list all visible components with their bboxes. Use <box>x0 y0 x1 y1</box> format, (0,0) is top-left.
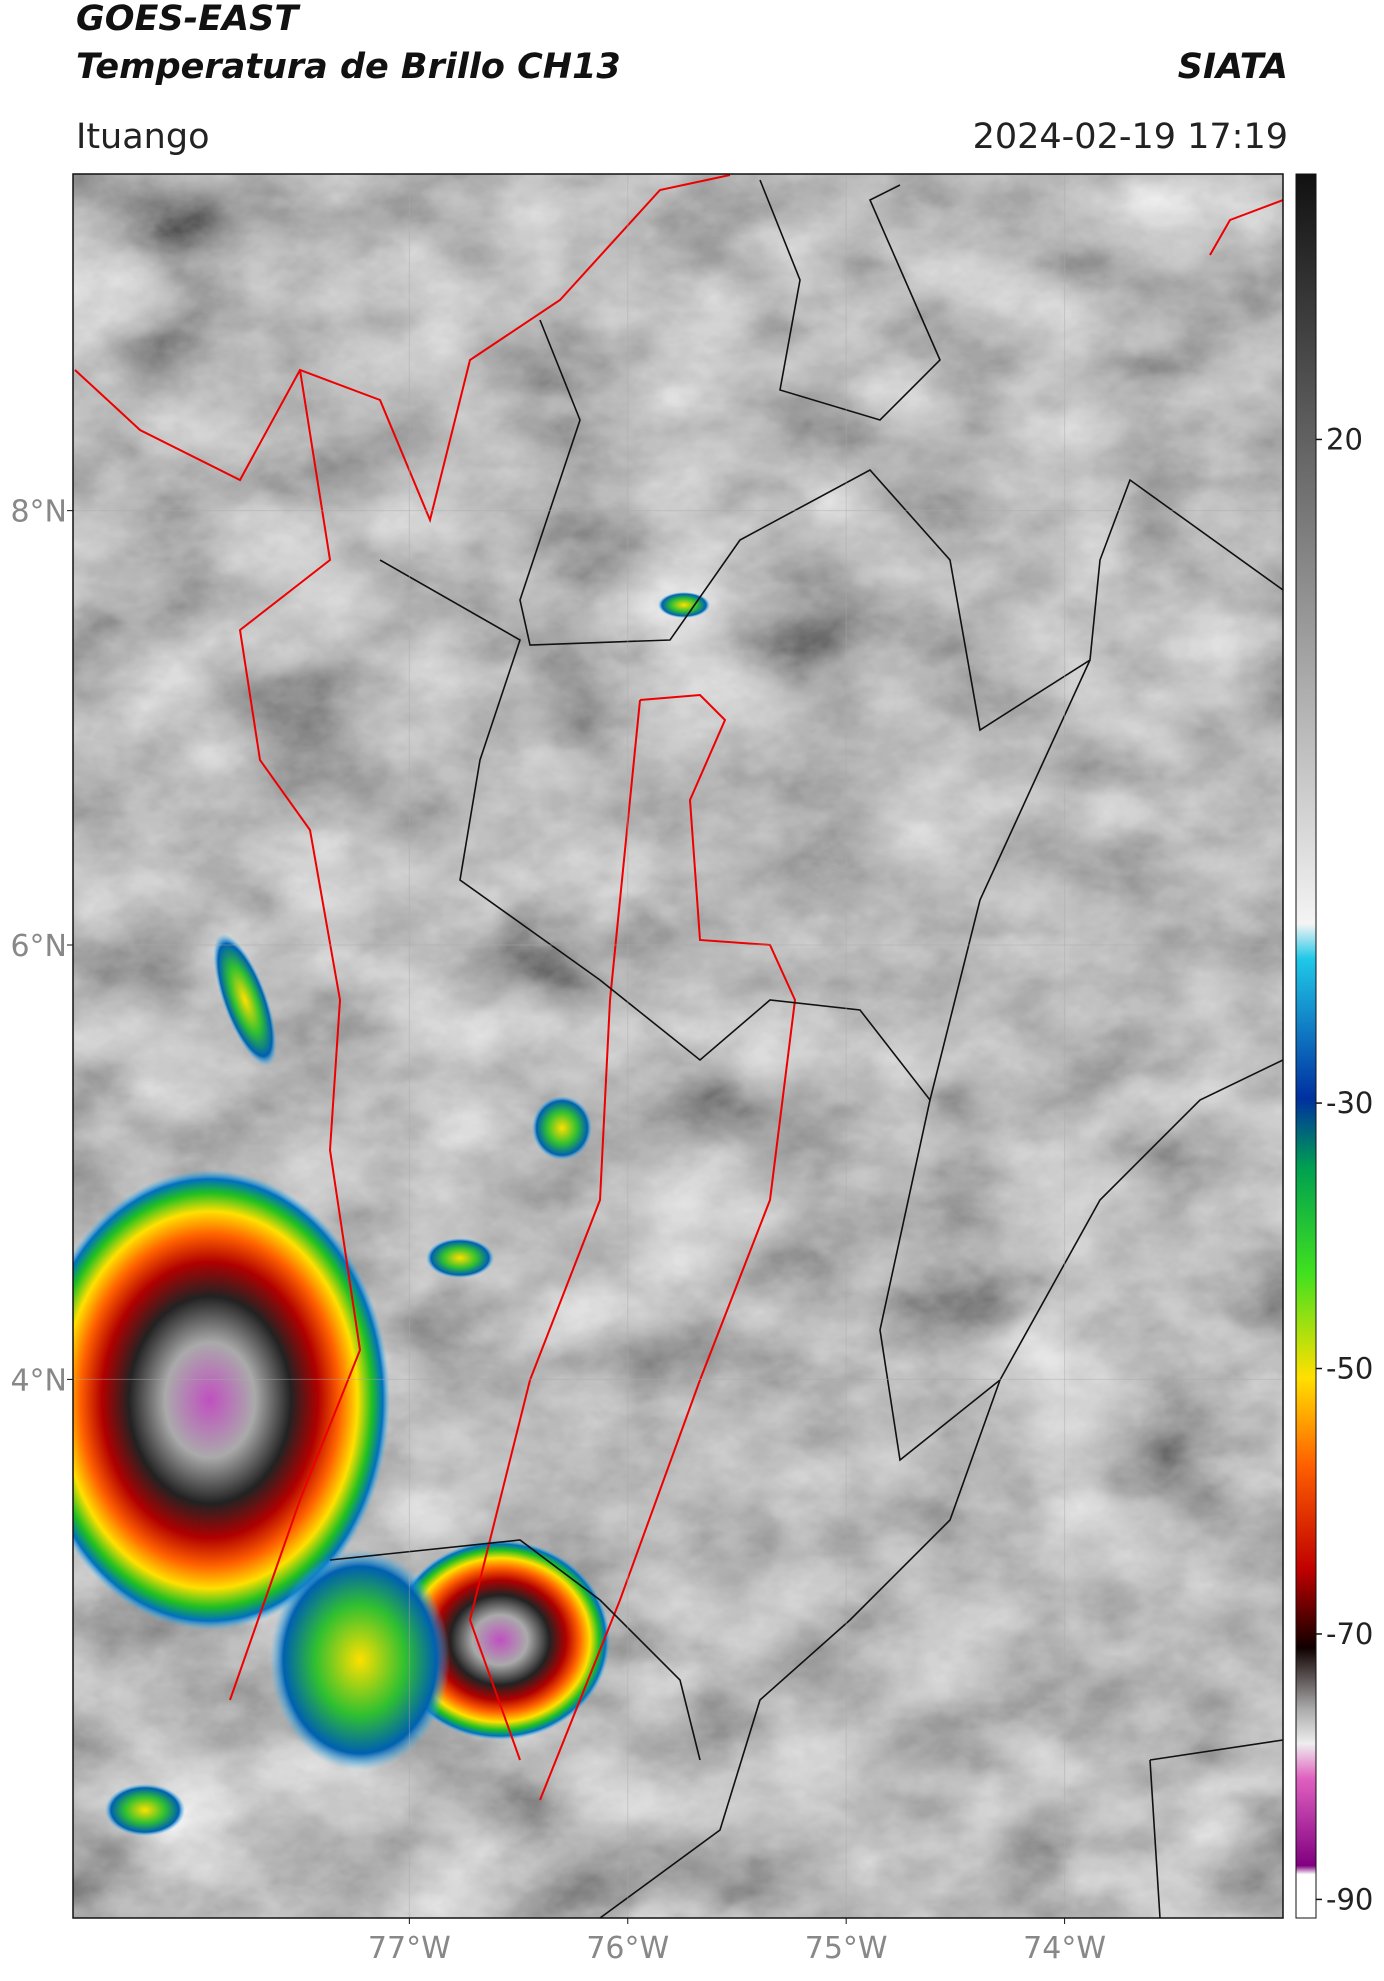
colorbar-tick-label: -30 <box>1326 1086 1373 1120</box>
lat-tick-label: 8°N <box>10 495 67 530</box>
colorbar <box>1295 173 1317 1919</box>
map-frame <box>72 173 1284 1919</box>
colorbar-tick-label: -90 <box>1326 1882 1373 1916</box>
colorbar-tick-label: -70 <box>1326 1617 1373 1651</box>
datetime: 2024-02-19 17:19 <box>973 117 1288 157</box>
brand: SIATA <box>1178 47 1288 87</box>
subtitle: Temperatura de Brillo CH13 <box>76 47 621 87</box>
lon-tick-label: 77°W <box>368 1931 451 1966</box>
colorbar-ticks: 20 -30 -50 -70 -90 <box>1316 422 1373 1916</box>
map-image <box>73 174 1283 1918</box>
lat-tick-label: 6°N <box>10 929 67 964</box>
lat-tick-label: 4°N <box>10 1363 67 1398</box>
grid <box>67 174 1283 1924</box>
region: Ituango <box>76 117 210 157</box>
title: GOES-EAST <box>76 0 301 39</box>
lon-tick-label: 74°W <box>1023 1931 1106 1966</box>
lon-tick-label: 75°W <box>805 1931 888 1966</box>
colorbar-tick-label: -50 <box>1326 1352 1373 1386</box>
colorbar-tick-label: 20 <box>1326 422 1363 456</box>
lon-tick-label: 76°W <box>586 1931 669 1966</box>
